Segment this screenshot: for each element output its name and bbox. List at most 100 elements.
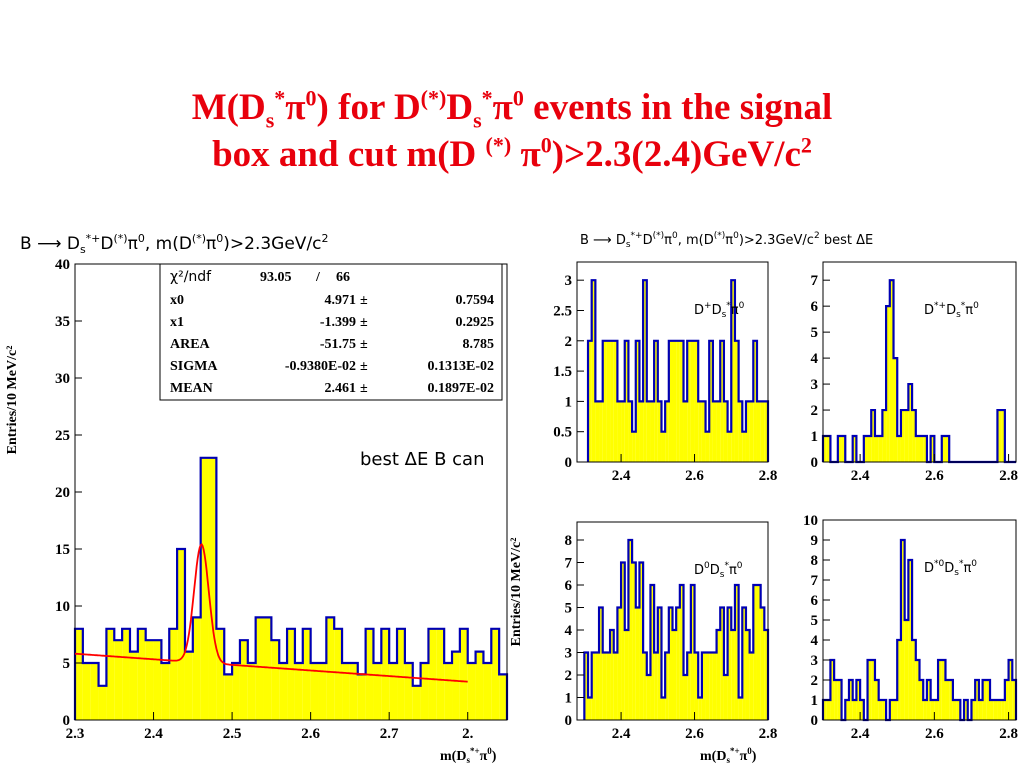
y-tick-label: 5 (811, 325, 819, 341)
histogram-bin (742, 607, 746, 720)
histogram-bin (208, 457, 217, 720)
histogram-bin (856, 680, 861, 720)
stat-pm: ± (360, 381, 368, 396)
histogram-bin (837, 436, 842, 462)
title-line-2: box and cut m(D (*) π0)>2.3(2.4)GeV/c2 (212, 132, 812, 175)
y-tick-label: 4 (565, 623, 573, 639)
x-tick-label: 2.8 (759, 726, 778, 742)
panel-label: D*+Ds*π0 (924, 301, 979, 320)
histogram-bin (200, 457, 209, 720)
histogram-bin (908, 384, 913, 462)
title-line-1: M(Ds*π0) for D(*)Ds*π0 events in the sig… (191, 85, 833, 133)
histogram-bin (381, 628, 390, 720)
y-tick-label: 4 (811, 633, 819, 649)
histogram-bin (420, 663, 429, 720)
y-tick-label: 6 (565, 578, 573, 594)
histogram-bin (279, 663, 288, 720)
main-xlabel: m(Ds*+π0) (440, 746, 497, 765)
stat-pm: ± (360, 337, 368, 352)
histogram-bin (621, 401, 625, 462)
histogram-bin (624, 630, 629, 720)
stat-name: x0 (170, 293, 184, 308)
histogram-bin (412, 685, 421, 720)
histogram-bin (919, 680, 924, 720)
y-tick-label: 1 (811, 429, 819, 445)
plot-frame (576, 521, 769, 721)
histogram-bin (900, 540, 905, 720)
histogram-bin (997, 700, 1002, 720)
histogram-bin (342, 663, 350, 720)
histogram-bin (643, 652, 647, 720)
histogram-bin (734, 340, 739, 462)
histogram-bin (731, 630, 735, 720)
histogram-bin (908, 560, 913, 720)
histogram-bin (588, 697, 592, 720)
histogram-bin (886, 306, 890, 462)
histogram-bin (687, 652, 691, 720)
histogram-bin (389, 663, 398, 720)
left-caption: B ⟶ Ds*+D(*)π0, m(D(*)π0)>2.3GeV/c2 (20, 232, 329, 256)
histogram-bin (661, 697, 666, 720)
y-tick-label: 3 (565, 646, 573, 662)
x-tick-label: 2.8 (999, 468, 1018, 484)
stat-value: 2.461 (325, 381, 357, 396)
histogram-bin (871, 660, 875, 720)
histogram-bin (602, 340, 607, 462)
panel-label: D0Ds*π0 (694, 561, 743, 580)
y-tick-label: 2 (565, 668, 573, 684)
histogram-bin (82, 663, 91, 720)
stat-value: 4.971 (325, 293, 357, 308)
chi2-label: χ²/ndf (170, 269, 212, 285)
histogram-bin (161, 663, 170, 720)
histogram-bin (874, 680, 879, 720)
histogram-bin (734, 585, 739, 720)
histogram-bin (882, 410, 887, 462)
histogram-bin (467, 663, 476, 720)
histogram-bin (756, 585, 761, 720)
histogram-bin (621, 562, 625, 720)
histogram-bin (871, 410, 875, 462)
histogram-bin (712, 652, 717, 720)
histogram-bin (971, 700, 976, 720)
histogram-bin (897, 640, 901, 720)
histogram-bin (326, 617, 335, 720)
histogram-bin (635, 340, 640, 462)
y-tick-label: 2 (811, 673, 819, 689)
panel-label: D+Ds*π0 (694, 301, 745, 320)
histogram-bin (753, 585, 757, 720)
right-caption: B ⟶ Ds*+D(*)π0, m(D(*)π0)>2.3GeV/c2 best… (580, 231, 873, 250)
histogram-bin (882, 700, 887, 720)
y-tick-label: 0 (811, 455, 819, 471)
histogram-bin (595, 652, 600, 720)
y-tick-label: 7 (811, 573, 819, 589)
y-tick-label: 5 (811, 613, 819, 629)
y-tick-label: 40 (55, 257, 70, 273)
histogram-bin (945, 436, 950, 462)
histogram-bin (745, 630, 750, 720)
histogram-outline (821, 279, 1016, 464)
x-tick-label: 2.5 (223, 726, 242, 742)
histogram-dstarplus: 0 1 2 3 4 5 6 7 2.4 2.6 2.8 D*+Ds*π0 (811, 261, 1018, 484)
histogram-bin (646, 401, 651, 462)
histogram-bin (129, 651, 138, 720)
histogram-bin (915, 660, 920, 720)
stat-value: -0.9380E-02 (285, 359, 356, 374)
histogram-bin (646, 675, 651, 720)
fit-curve (74, 543, 468, 683)
x-tick-label: 2.6 (301, 726, 320, 742)
histogram-bin (912, 640, 916, 720)
histogram-bin (694, 652, 699, 720)
histogram-bin (716, 630, 721, 720)
histogram-bin (964, 700, 968, 720)
stat-pm: ± (360, 315, 368, 330)
y-tick-label: 4 (811, 351, 819, 367)
histogram-bin (483, 663, 492, 720)
histogram-bin (834, 680, 838, 720)
histogram-bin (617, 607, 622, 720)
histogram-bin (654, 652, 658, 720)
histogram-bin (727, 607, 732, 720)
plot-frame (576, 261, 769, 463)
histogram-bin (694, 340, 699, 462)
x-tick-label: 2.7 (380, 726, 399, 742)
